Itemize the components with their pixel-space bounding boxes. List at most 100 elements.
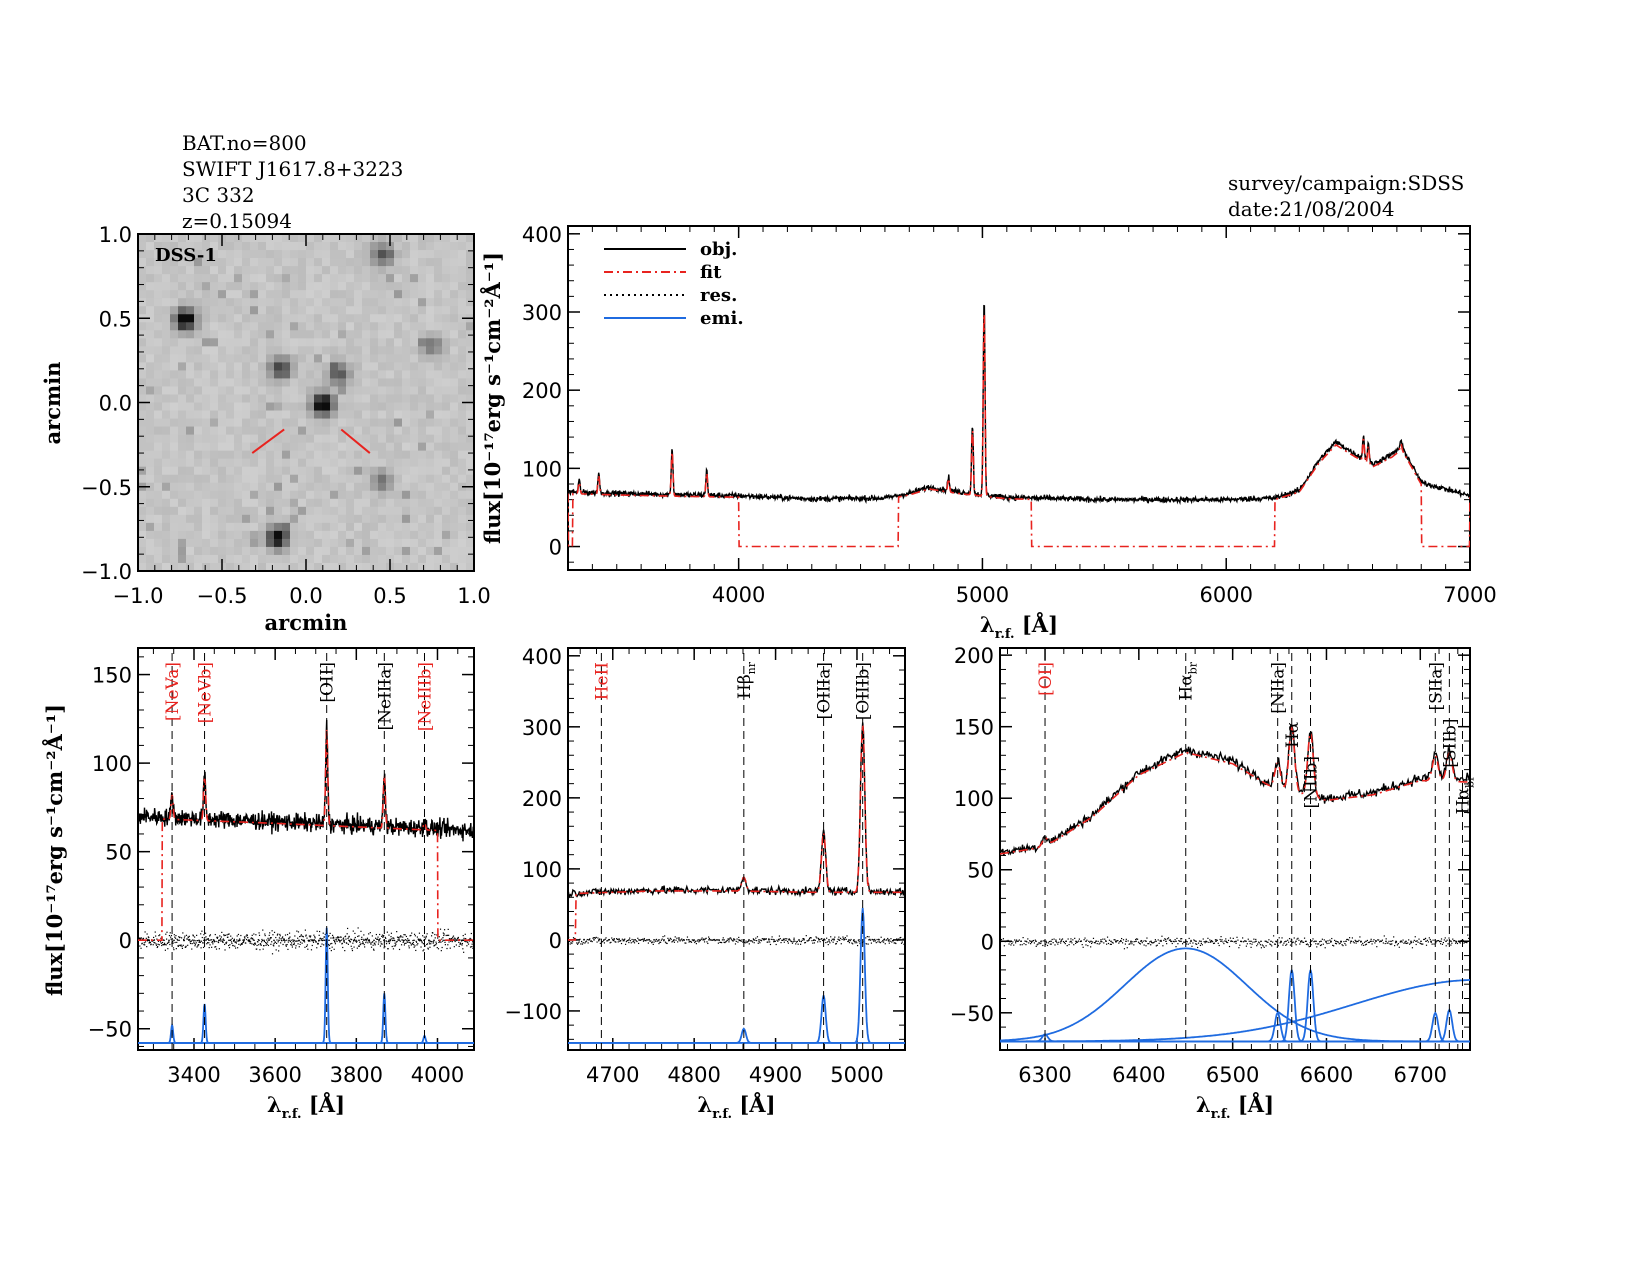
residual-point — [856, 942, 858, 944]
residual-point — [788, 938, 790, 940]
residual-point — [1299, 943, 1301, 945]
image-pixel — [466, 458, 475, 468]
image-pixel — [370, 378, 379, 387]
residual-point — [1399, 941, 1401, 943]
residual-point — [324, 939, 326, 941]
residual-point — [613, 938, 615, 940]
image-pixel — [458, 442, 467, 452]
series-emi-component — [138, 927, 474, 1044]
image-pixel — [330, 258, 339, 267]
residual-point — [138, 938, 140, 940]
image-pixel — [194, 434, 203, 444]
residual-point — [1316, 946, 1318, 948]
residual-point — [350, 938, 352, 940]
image-pixel — [418, 362, 427, 371]
residual-point — [153, 936, 155, 939]
series-obj — [568, 304, 1470, 506]
image-pixel — [138, 410, 147, 420]
image-pixel — [162, 546, 171, 556]
image-pixel — [186, 490, 195, 500]
image-pixel — [186, 466, 195, 476]
residual-point — [140, 938, 142, 940]
residual-point — [750, 940, 752, 942]
residual-point — [162, 939, 164, 941]
image-pixel — [266, 354, 275, 363]
residual-point — [1465, 941, 1467, 943]
image-pixel — [154, 378, 163, 387]
image-pixel — [266, 274, 275, 283]
residual-point — [444, 941, 446, 943]
image-pixel — [266, 466, 275, 476]
image-pixel — [258, 266, 267, 275]
image-pixel — [138, 282, 147, 291]
image-pixel — [434, 378, 443, 387]
image-pixel — [354, 266, 363, 275]
residual-point — [227, 933, 229, 935]
image-pixel — [226, 562, 235, 572]
image-pixel — [370, 514, 379, 524]
image-pixel — [418, 442, 427, 452]
residual-point — [211, 940, 214, 943]
image-pixel — [330, 418, 339, 428]
image-pixel — [250, 466, 259, 476]
zoom3-ytick-label: 200 — [954, 644, 994, 668]
residual-point — [886, 939, 888, 941]
image-pixel — [346, 314, 355, 323]
residual-point — [203, 934, 205, 936]
residual-point — [155, 943, 157, 945]
residual-point — [194, 936, 196, 938]
image-pixel — [162, 394, 171, 403]
residual-point — [648, 938, 650, 941]
image-pixel — [370, 522, 379, 532]
residual-point — [598, 938, 601, 940]
residual-point — [285, 944, 287, 946]
image-pixel — [266, 418, 275, 428]
image-pixel — [322, 442, 331, 452]
residual-point — [596, 941, 598, 943]
full-ytick-label: 300 — [522, 301, 562, 325]
residual-point — [879, 942, 881, 944]
image-pixel — [346, 426, 355, 436]
residual-point — [354, 936, 356, 939]
residual-point — [868, 936, 870, 938]
residual-point — [1092, 937, 1095, 939]
image-pixel — [146, 546, 155, 556]
image-pixel — [426, 370, 435, 379]
residual-point — [146, 940, 149, 942]
image-pixel — [354, 354, 363, 363]
image-pixel — [194, 354, 203, 363]
image-pixel — [210, 450, 219, 460]
residual-point — [655, 940, 657, 942]
residual-point — [727, 938, 729, 940]
image-pixel — [258, 506, 267, 516]
image-pixel — [290, 554, 299, 564]
image-pixel — [402, 466, 411, 476]
image-pixel — [314, 554, 323, 564]
residual-point — [372, 948, 375, 950]
image-pixel — [138, 234, 147, 243]
residual-point — [332, 937, 334, 939]
residual-point — [418, 938, 420, 941]
residual-point — [1015, 939, 1018, 941]
image-pixel — [314, 298, 323, 307]
residual-point — [336, 940, 338, 943]
image-pixel — [210, 522, 219, 532]
residual-point — [385, 940, 387, 942]
image-pixel — [258, 242, 267, 251]
image-pixel — [418, 234, 427, 243]
residual-point — [265, 942, 268, 944]
image-pixel — [226, 282, 235, 291]
residual-point — [650, 940, 652, 942]
image-xtick-label: 0.0 — [289, 584, 322, 608]
residual-point — [805, 935, 807, 937]
residual-point — [773, 940, 776, 942]
image-pixel — [218, 354, 227, 363]
image-pixel — [178, 450, 187, 460]
image-pixel — [266, 330, 275, 339]
image-pixel — [226, 370, 235, 379]
image-pixel — [322, 426, 331, 436]
image-pixel — [466, 354, 475, 363]
image-pixel — [346, 354, 355, 363]
residual-point — [692, 939, 694, 942]
image-pixel — [170, 394, 179, 403]
